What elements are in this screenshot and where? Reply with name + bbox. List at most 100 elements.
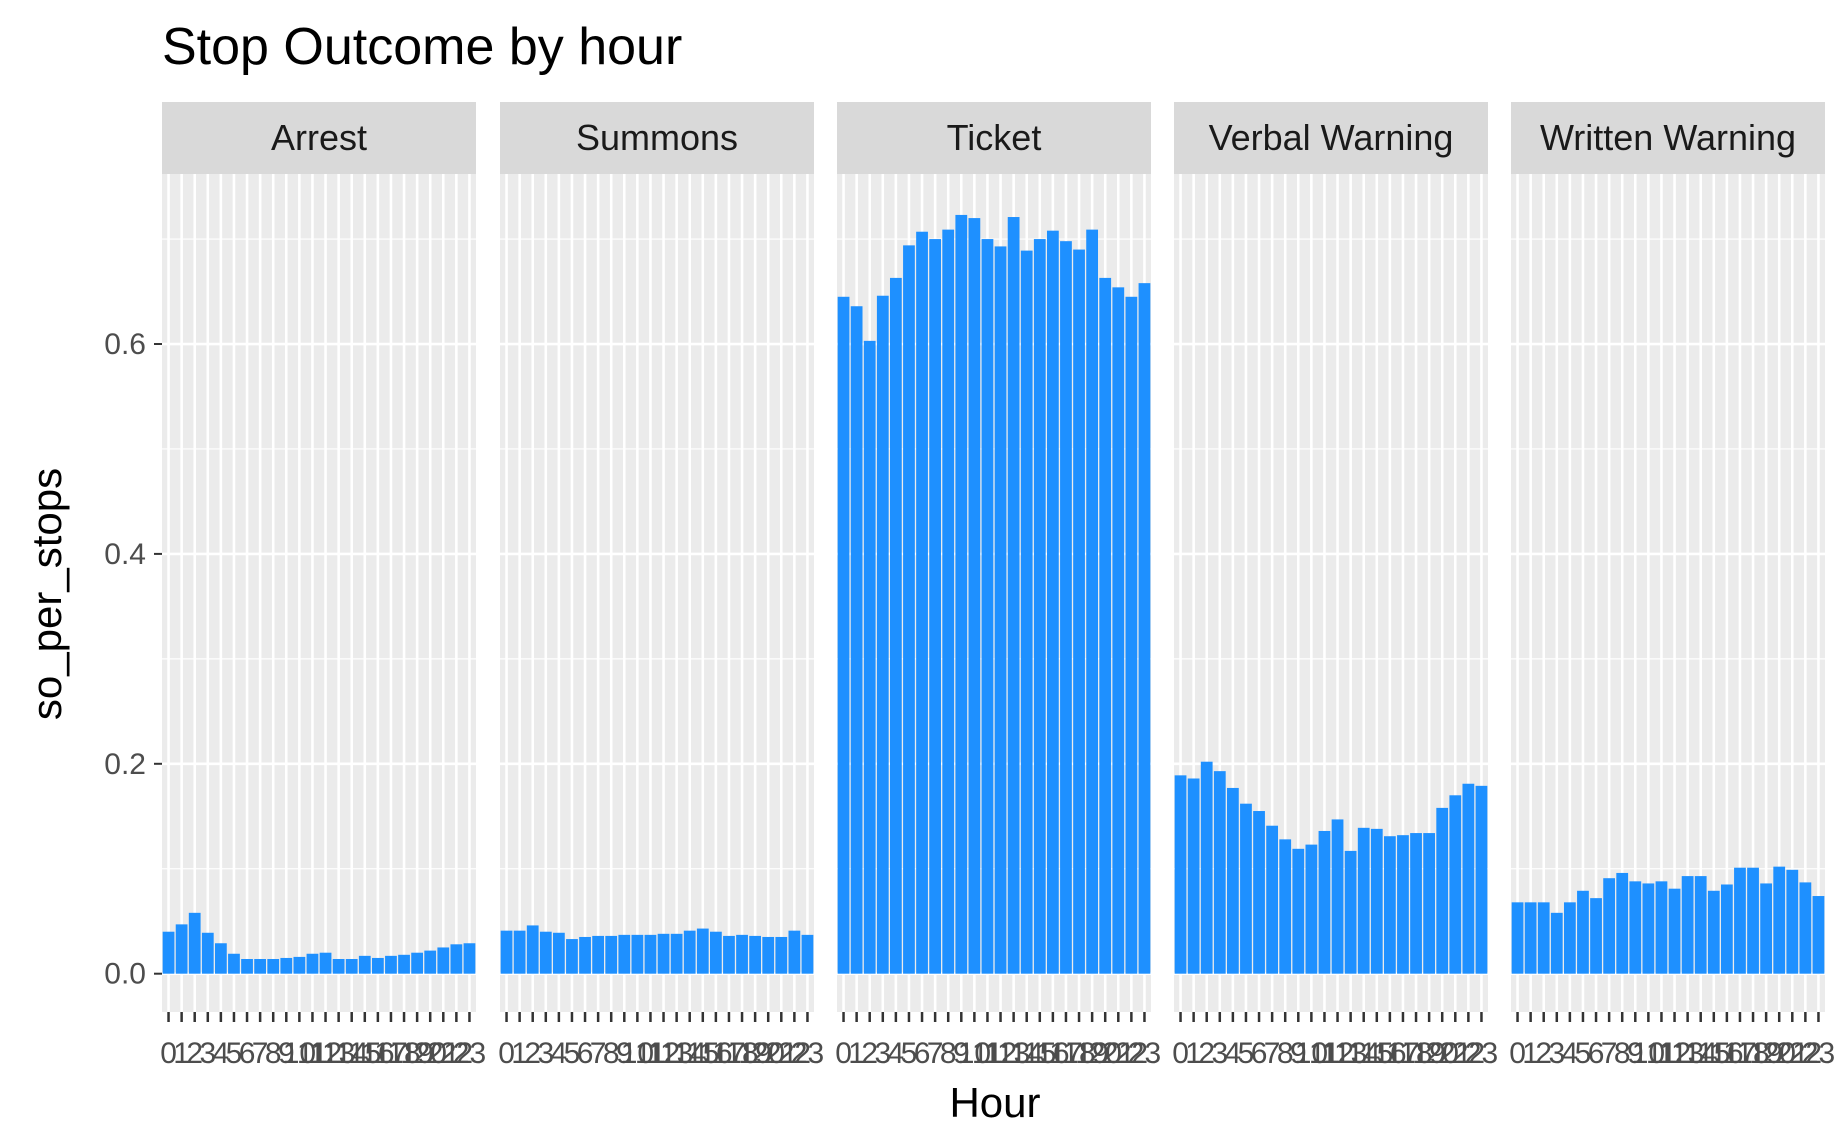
x-tick-label: 11	[297, 1037, 328, 1070]
x-tick-label: 18	[1062, 1037, 1095, 1070]
panel-background	[1174, 174, 1488, 1012]
bar	[398, 954, 410, 974]
x-tick-label: 15	[1360, 1037, 1393, 1070]
bar	[424, 950, 437, 974]
bar	[801, 934, 814, 974]
bar	[1423, 833, 1436, 974]
x-tick-label: 7	[927, 1037, 944, 1070]
bar	[1099, 277, 1112, 974]
bar	[526, 925, 539, 974]
x-tick-label: 23	[453, 1037, 486, 1070]
x-tick-label: 0	[1509, 1037, 1526, 1070]
x-tick-label: 9	[278, 1037, 295, 1070]
bar	[1174, 775, 1187, 974]
x-tick-label: 1	[511, 1037, 528, 1070]
x-tick-label: 13	[1671, 1037, 1704, 1070]
bar	[1240, 803, 1252, 974]
bar	[1462, 783, 1475, 974]
y-tick-label: 0.0	[104, 958, 146, 991]
bar	[1629, 881, 1642, 974]
facet-strip	[837, 102, 1151, 174]
x-tick-label: 10	[1632, 1037, 1665, 1070]
x-tick-label: 12	[1658, 1037, 1691, 1070]
x-tick-label: 0	[160, 1037, 177, 1070]
x-tick-label: 8	[1614, 1037, 1631, 1070]
bar	[1086, 229, 1099, 974]
bar	[1449, 795, 1462, 974]
bar	[968, 218, 981, 974]
bar	[709, 931, 722, 974]
bar	[358, 955, 371, 974]
x-tick-label: 8	[603, 1037, 620, 1070]
x-tick-label: 1	[1522, 1037, 1539, 1070]
bar	[1397, 835, 1409, 974]
bar	[1511, 902, 1524, 974]
bar	[1773, 866, 1786, 974]
bar	[1383, 836, 1396, 974]
bar	[1305, 844, 1318, 974]
bar	[994, 246, 1007, 974]
x-tick-label: 16	[1710, 1037, 1743, 1070]
bar	[1475, 785, 1488, 974]
x-tick-label: 20	[1426, 1037, 1459, 1070]
bar	[876, 295, 889, 974]
x-tick-label: 21	[1776, 1037, 1809, 1070]
x-tick-label: 17	[712, 1037, 745, 1070]
x-tick-label: 4	[213, 1037, 230, 1070]
bar	[1213, 771, 1226, 974]
bar	[903, 245, 915, 974]
x-tick-label: 16	[1373, 1037, 1406, 1070]
facet-arrest: Arrest0123456789101112131415161718192021…	[160, 102, 486, 1070]
x-tick-label: 2	[861, 1037, 878, 1070]
bar	[201, 932, 214, 974]
facet-strip-label: Ticket	[947, 117, 1042, 158]
chart-title: Stop Outcome by hour	[162, 18, 682, 76]
bar	[1112, 287, 1125, 974]
bar	[1279, 839, 1292, 974]
x-tick-label: 12	[309, 1037, 342, 1070]
x-tick-label: 13	[660, 1037, 693, 1070]
x-tick-label: 15	[1697, 1037, 1730, 1070]
x-tick-label: 10	[958, 1037, 991, 1070]
x-tick-label: 15	[1023, 1037, 1056, 1070]
x-tick-label: 22	[1115, 1037, 1148, 1070]
panel-background	[1511, 174, 1825, 1012]
bar	[1720, 884, 1733, 974]
panel-background	[837, 174, 1151, 1012]
y-tick-label: 0.6	[104, 328, 146, 361]
x-tick-label: 0	[1172, 1037, 1189, 1070]
bar	[306, 953, 319, 974]
bar	[1138, 283, 1151, 974]
bar	[385, 955, 397, 974]
x-tick-label: 23	[791, 1037, 824, 1070]
x-tick-label: 9	[953, 1037, 970, 1070]
bar	[1642, 883, 1655, 974]
x-tick-label: 11	[1646, 1037, 1677, 1070]
x-tick-label: 20	[752, 1037, 785, 1070]
x-tick-label: 13	[997, 1037, 1030, 1070]
x-tick-label: 15	[686, 1037, 719, 1070]
x-tick-label: 21	[427, 1037, 460, 1070]
x-tick-label: 18	[387, 1037, 420, 1070]
bar	[657, 933, 670, 974]
x-tick-label: 22	[778, 1037, 811, 1070]
x-tick-label: 3	[199, 1037, 216, 1070]
bar	[837, 296, 850, 974]
bar	[749, 935, 762, 974]
x-tick-label: 5	[1238, 1037, 1255, 1070]
bar	[1577, 890, 1589, 974]
bar	[592, 935, 605, 974]
bar	[762, 936, 775, 974]
x-tick-label: 9	[616, 1037, 633, 1070]
x-tick-label: 3	[1211, 1037, 1228, 1070]
bar	[1537, 902, 1550, 974]
bar	[188, 912, 201, 974]
bar	[736, 934, 748, 974]
bar	[1786, 869, 1799, 974]
x-axis-title: Hour	[949, 1079, 1040, 1126]
x-tick-label: 6	[1588, 1037, 1605, 1070]
bar	[618, 934, 631, 974]
y-tick-label: 0.2	[104, 748, 146, 781]
y-tick-label: 0.4	[104, 538, 146, 571]
